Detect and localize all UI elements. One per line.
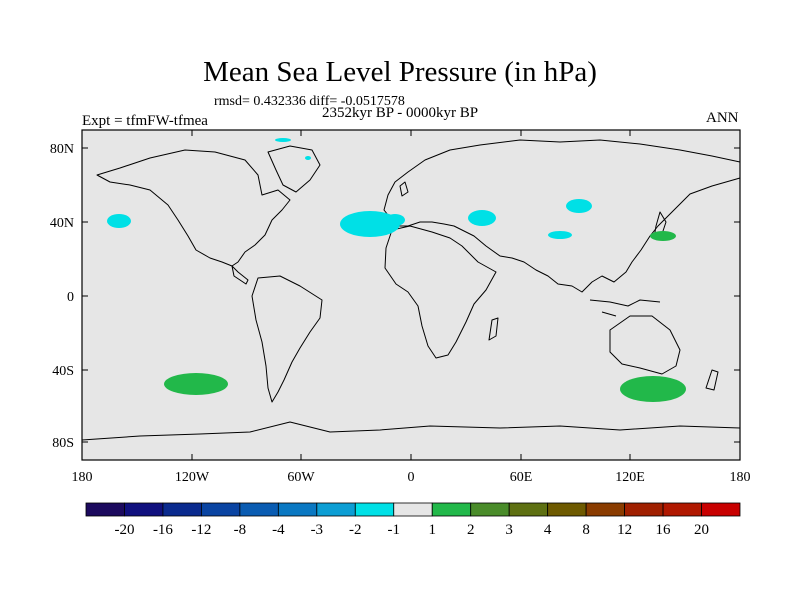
map-title: Mean Sea Level Pressure (in hPa) [203,56,597,88]
anomaly-north-atlantic-east-2 [385,214,405,226]
lat-label: 40N [50,216,74,231]
season-label: ANN [706,110,739,126]
colorbar-label: 16 [656,522,672,538]
lon-label: 120W [175,470,210,485]
lon-label: 0 [408,470,415,485]
anomaly-north-pacific [107,214,131,228]
anomaly-arctic-greenland [275,138,291,142]
lat-label: 80N [50,142,74,157]
colorbar-swatch [508,502,549,517]
colorbar-swatch [701,502,741,517]
anomaly-east-china-sea [650,231,676,241]
colorbar-label: 2 [467,522,475,538]
colorbar-swatch [201,502,241,517]
statistics-line: rmsd= 0.432336 diff= -0.0517578 [214,94,405,109]
colorbar-label: 1 [428,522,436,538]
colorbar-label: 20 [694,522,709,538]
australia-coastline [609,315,681,375]
madagascar-coastline [488,317,499,341]
anomaly-central-asia [566,199,592,213]
indonesia-coastline [589,299,661,317]
colorbar: -20 -16 -12 -8 -4 -3 -2 -1 1 2 3 4 8 12 16 20 [85,502,741,538]
lon-label: 180 [72,470,93,485]
anomaly-north-atlantic-east [340,211,400,237]
anomaly-arctic-norway [305,156,311,160]
british-isles-coastline [399,181,409,197]
colorbar-swatch [85,502,125,517]
colorbar-swatch [124,502,164,517]
colorbar-label: -12 [191,522,211,538]
colorbar-label: -3 [311,522,324,538]
lat-label: 40S [52,364,74,379]
colorbar-label: -1 [388,522,401,538]
colorbar-swatch [431,502,472,517]
colorbar-swatch [316,502,356,517]
colorbar-label: 12 [617,522,632,538]
colorbar-swatch [354,502,395,517]
colorbar-swatch [624,502,664,517]
period-label: 2352kyr BP - 0000kyr BP [322,105,479,121]
map-background [82,130,740,460]
south-america-coastline [251,275,323,403]
colorbar-label: 8 [582,522,590,538]
lon-label: 180 [730,470,751,485]
colorbar-label: -8 [234,522,247,538]
anomaly-tibet [548,231,572,239]
north-america-coastline [96,149,291,267]
new-zealand-coastline [705,369,719,391]
lat-label: 80S [52,436,74,451]
lon-label: 60E [510,470,533,485]
antarctica-coastline [81,421,741,441]
anomaly-south-pacific [164,373,228,395]
coastlines [81,139,741,441]
colorbar-swatch [662,502,702,517]
eurasia-coastline [383,139,741,293]
lon-label: 60W [287,470,315,485]
colorbar-swatch [277,502,318,517]
greenland-coastline [267,145,321,193]
colorbar-label: -4 [272,522,285,538]
colorbar-swatch [393,502,433,517]
lat-label: 0 [67,290,74,305]
colorbar-swatch [239,502,279,517]
anomaly-south-of-australia [620,376,686,402]
lon-label: 120E [615,470,645,485]
colorbar-label: -20 [114,522,134,538]
colorbar-label: 4 [544,522,552,538]
colorbar-swatch [470,502,510,517]
colorbar-label: -16 [153,522,173,538]
colorbar-label: 3 [505,522,513,538]
central-america-coastline [231,265,249,285]
experiment-label: Expt = tfmFW-tfmea [82,113,208,129]
colorbar-swatch [162,502,202,517]
anomaly-black-sea [468,210,496,226]
colorbar-swatch [547,502,587,517]
colorbar-swatch [585,502,625,517]
colorbar-label: -2 [349,522,362,538]
africa-coastline [384,225,497,359]
